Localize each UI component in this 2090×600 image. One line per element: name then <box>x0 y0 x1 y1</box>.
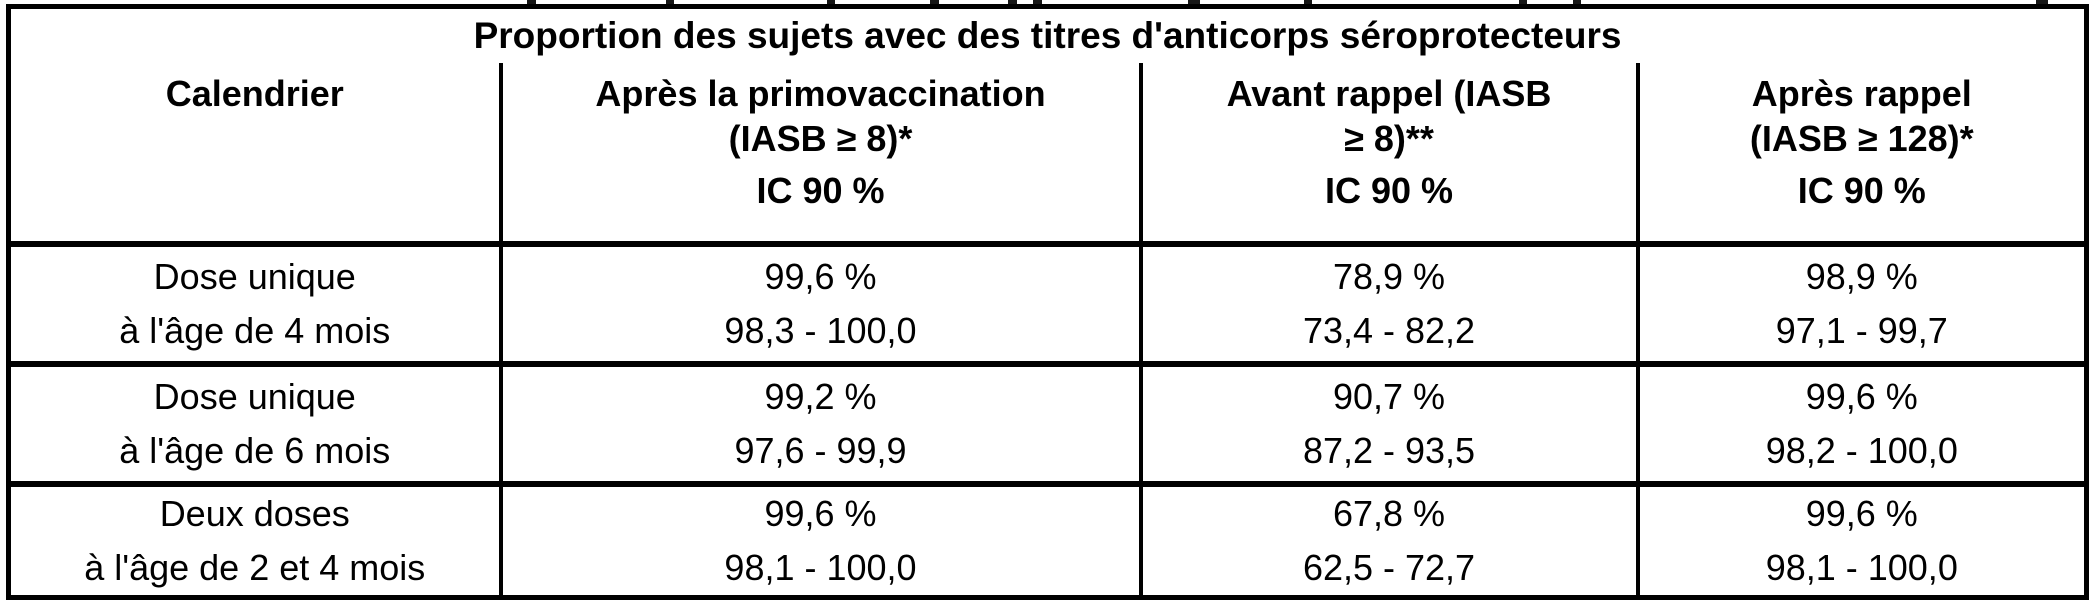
column-header-label-line2: ≥ 8)** <box>1344 118 1434 159</box>
seroprotection-table: Proportion des sujets avec des titres d'… <box>6 4 2090 600</box>
result-cell: 99,6 % 98,1 - 100,0 <box>498 484 1141 600</box>
result-cell: 99,6 % 98,1 - 100,0 <box>1635 484 2087 600</box>
proportion-value: 99,2 % <box>764 376 877 417</box>
table-title: Proportion des sujets avec des titres d'… <box>473 15 1622 56</box>
column-header-ci-label: IC 90 % <box>1797 170 1926 211</box>
schedule-line1: Dose unique <box>153 376 356 417</box>
column-header-apres-primovaccination: Après la primovaccination (IASB ≥ 8)* IC… <box>498 63 1141 247</box>
column-header-label-line2: (IASB ≥ 8)* <box>728 118 913 159</box>
confidence-interval: 98,1 - 100,0 <box>1765 547 1958 588</box>
result-cell: 90,7 % 87,2 - 93,5 <box>1138 364 1638 487</box>
proportion-value: 90,7 % <box>1332 376 1446 417</box>
column-header-label-line1: Avant rappel (IASB <box>1226 73 1552 114</box>
proportion-value: 98,9 % <box>1805 256 1918 297</box>
proportion-value: 99,6 % <box>1805 493 1918 534</box>
schedule-cell: Dose unique à l'âge de 6 mois <box>8 364 501 487</box>
confidence-interval: 97,1 - 99,7 <box>1775 310 1948 351</box>
table-header-row: Calendrier Après la primovaccination (IA… <box>8 63 2087 247</box>
proportion-value: 78,9 % <box>1332 256 1446 297</box>
schedule-cell: Deux doses à l'âge de 2 et 4 mois <box>8 484 501 600</box>
schedule-line2: à l'âge de 6 mois <box>119 430 391 471</box>
column-header-label: Calendrier <box>165 73 344 114</box>
table-title-row: Proportion des sujets avec des titres d'… <box>9 7 2087 64</box>
column-header-ci-label: IC 90 % <box>756 170 885 211</box>
result-cell: 99,2 % 97,6 - 99,9 <box>498 364 1141 487</box>
proportion-value: 99,6 % <box>764 256 877 297</box>
proportion-value: 67,8 % <box>1332 493 1446 534</box>
result-cell: 78,9 % 73,4 - 82,2 <box>1138 244 1638 367</box>
proportion-value: 99,6 % <box>1805 376 1918 417</box>
result-cell: 67,8 % 62,5 - 72,7 <box>1138 484 1638 600</box>
confidence-interval: 97,6 - 99,9 <box>734 430 907 471</box>
confidence-interval: 98,3 - 100,0 <box>724 310 917 351</box>
proportion-value: 99,6 % <box>764 493 877 534</box>
schedule-line1: Deux doses <box>159 493 350 534</box>
confidence-interval: 73,4 - 82,2 <box>1302 310 1476 351</box>
confidence-interval: 98,1 - 100,0 <box>724 547 917 588</box>
schedule-line2: à l'âge de 2 et 4 mois <box>84 547 426 588</box>
result-cell: 98,9 % 97,1 - 99,7 <box>1635 244 2087 367</box>
schedule-cell: Dose unique à l'âge de 4 mois <box>8 244 501 367</box>
schedule-line1: Dose unique <box>153 256 356 297</box>
table-row: Deux doses à l'âge de 2 et 4 mois 99,6 %… <box>8 484 2087 600</box>
column-header-label-line2: (IASB ≥ 128)* <box>1749 118 1974 159</box>
result-cell: 99,6 % 98,3 - 100,0 <box>498 244 1141 367</box>
schedule-line2: à l'âge de 4 mois <box>119 310 391 351</box>
table-row: Dose unique à l'âge de 4 mois 99,6 % 98,… <box>8 244 2087 367</box>
confidence-interval: 87,2 - 93,5 <box>1302 430 1476 471</box>
column-header-avant-rappel: Avant rappel (IASB ≥ 8)** IC 90 % <box>1138 63 1638 247</box>
confidence-interval: 62,5 - 72,7 <box>1302 547 1476 588</box>
column-header-label-line1: Après rappel <box>1751 73 1972 114</box>
confidence-interval: 98,2 - 100,0 <box>1765 430 1958 471</box>
result-cell: 99,6 % 98,2 - 100,0 <box>1635 364 2087 487</box>
column-header-apres-rappel: Après rappel (IASB ≥ 128)* IC 90 % <box>1635 63 2087 247</box>
column-header-label-line1: Après la primovaccination <box>595 73 1046 114</box>
column-header-ci-label: IC 90 % <box>1324 170 1454 211</box>
column-header-calendrier: Calendrier <box>8 63 501 247</box>
table-row: Dose unique à l'âge de 6 mois 99,2 % 97,… <box>8 364 2087 487</box>
